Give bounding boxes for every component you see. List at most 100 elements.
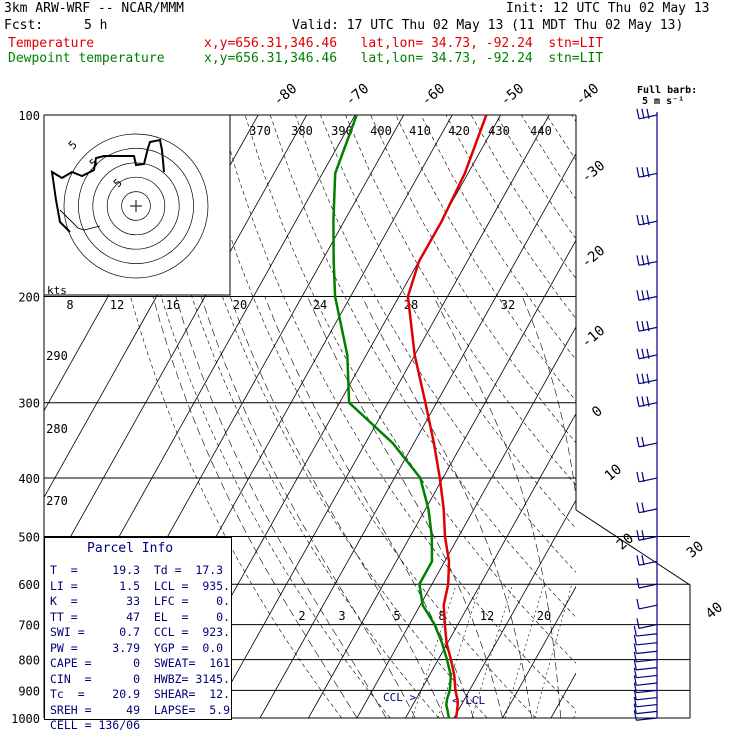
parcel-info-title: Parcel Info	[87, 541, 174, 556]
isotherm-label: 0	[589, 403, 606, 421]
isotherm-line	[453, 499, 576, 718]
dry-adiabat	[597, 115, 740, 718]
parcel-info-box: Parcel Info T = 19.3 Td = 17.3 LI = 1.5 L…	[44, 537, 232, 732]
isotherm-label: -80	[271, 81, 301, 110]
wind-barb-feather	[641, 167, 645, 178]
parcel-info-row: TT = 47 EL = 0.	[50, 609, 231, 624]
temperature-profile	[406, 115, 488, 718]
wind-barb-feather	[646, 348, 650, 359]
mixing-ratio-label: 20	[537, 609, 551, 623]
dry-adiabat	[144, 115, 439, 718]
wind-barb-feather	[646, 373, 650, 384]
wind-barb-feather	[646, 321, 650, 332]
right-boundary	[575, 509, 691, 718]
moist-adiabat	[200, 296, 416, 718]
isentrope-label: 280	[46, 422, 68, 436]
wind-barb-feather	[633, 659, 637, 670]
wind-barb-feather	[636, 555, 640, 566]
speed-tick-label: 24	[313, 298, 327, 312]
wind-barb-feather	[636, 290, 640, 301]
wind-barb-staff	[636, 717, 658, 721]
hodograph-ring	[63, 133, 209, 279]
isotherm-label: -40	[573, 81, 603, 110]
dry-adiabat	[420, 115, 576, 361]
parcel-info-row: T = 19.3 Td = 17.3	[50, 563, 224, 577]
wind-barb-staff	[638, 442, 658, 448]
isotherm-line	[600, 115, 740, 718]
pressure-tick-label: 800	[18, 654, 40, 668]
wind-barb-feather	[633, 675, 637, 686]
isotherm-line	[405, 412, 576, 718]
dewpoint-location-info: x,y=656.31,346.46 lat,lon= 34.73, -92.24…	[204, 51, 604, 66]
wind-barb-staff	[636, 674, 658, 679]
pressure-tick-label: 100	[18, 109, 40, 123]
hodograph-inner-arc	[59, 209, 101, 231]
isotherm-label: 10	[602, 461, 625, 484]
speed-tick-label: 12	[110, 298, 124, 312]
pressure-tick-label: 900	[18, 684, 40, 698]
isentrope-label: 420	[448, 124, 470, 138]
wind-barb-feather	[633, 625, 637, 637]
dry-adiabat	[320, 115, 576, 529]
mixing-ratio-label: 8	[438, 609, 445, 623]
wind-barb-feather	[633, 689, 637, 700]
isotherm-line	[356, 326, 576, 718]
wind-barb-feather	[641, 530, 645, 541]
wind-barb-feather	[636, 471, 640, 482]
wind-barb-staff	[636, 658, 658, 663]
dry-adiabat	[169, 115, 488, 718]
wind-barb-feather	[641, 255, 645, 266]
wind-barb-feather	[633, 703, 637, 714]
wind-barb-staff	[638, 535, 658, 541]
wind-barb-feather	[636, 502, 640, 513]
wind-barb-feather	[641, 436, 645, 447]
dry-adiabat	[345, 115, 576, 486]
isotherm-label: -30	[579, 158, 609, 187]
isentrope-label: 270	[46, 494, 68, 508]
wind-barb-feather	[633, 643, 637, 654]
dry-adiabat	[370, 115, 576, 444]
isentrope-label: 400	[370, 124, 392, 138]
isotherm-label: 20	[614, 530, 637, 553]
wind-barb-staff	[636, 703, 658, 708]
isotherm-label: 30	[684, 538, 707, 561]
isotherm-label: -20	[579, 243, 609, 272]
wind-barb-staff	[636, 710, 658, 715]
dry-adiabat	[194, 115, 536, 718]
wind-barb-feather	[646, 108, 650, 119]
hodograph-ring	[121, 191, 151, 221]
isentrope-label: 440	[530, 124, 552, 138]
wind-barb-staff	[638, 604, 658, 610]
parcel-info-row: LI = 1.5 LCL = 935.	[50, 578, 231, 593]
dry-adiabat	[94, 115, 342, 718]
parcel-info-row: SWI = 0.7 CCL = 923.	[50, 625, 231, 639]
wind-barb-feather	[641, 471, 645, 482]
wind-barb-feather	[636, 321, 640, 332]
dewpoint-legend: Dewpoint temperature	[8, 51, 165, 66]
wind-barb-feather	[636, 348, 640, 359]
wind-barb-feather	[633, 634, 637, 646]
speed-tick-label: 20	[233, 298, 247, 312]
wind-barb-feather	[641, 502, 645, 513]
pressure-tick-label: 200	[18, 291, 40, 305]
wind-barb-staff	[636, 650, 658, 655]
parcel-info-row: CELL = 136/06	[50, 718, 141, 732]
valid-time: Valid: 17 UTC Thu 02 May 13 (11 MDT Thu …	[292, 18, 684, 33]
isotherm-label: -10	[579, 323, 609, 352]
isotherm-label: -50	[498, 81, 528, 110]
wind-barb-staff	[638, 477, 658, 483]
parcel-info-row: CIN = 0 HWBZ= 3145.	[50, 671, 231, 686]
wind-barb-feather	[636, 577, 640, 589]
wind-barb-staff	[638, 624, 658, 629]
speed-tick-label: 16	[166, 298, 180, 312]
isentrope-label: 390	[331, 124, 353, 138]
isotherm-label: -60	[419, 81, 449, 110]
moist-adiabat	[307, 296, 503, 718]
pressure-tick-label: 700	[18, 619, 40, 633]
dry-adiabat	[647, 115, 740, 718]
forecast-hour: 5 h	[84, 18, 108, 33]
ccl-annotation: CCL >	[383, 691, 416, 704]
parcel-info-row: Tc = 20.9 SHEAR= 12.	[50, 687, 231, 701]
dry-adiabat	[244, 115, 576, 664]
